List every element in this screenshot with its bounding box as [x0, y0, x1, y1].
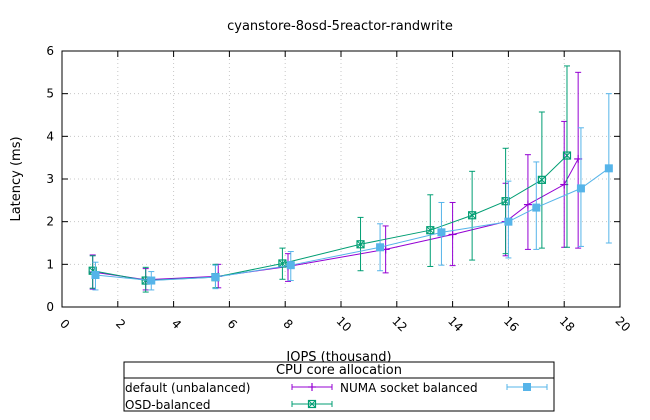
data-point: [376, 243, 385, 252]
x-tick-label: 6: [225, 317, 240, 332]
x-tick-label: 16: [501, 314, 522, 335]
data-point: [437, 228, 446, 237]
data-point: [504, 217, 513, 226]
legend-label: default (unbalanced): [125, 381, 250, 395]
x-tick-label: 8: [280, 317, 295, 332]
x-tick-label: 10: [333, 314, 354, 335]
series-line: [92, 155, 568, 282]
data-point: [562, 151, 572, 160]
x-tick-label: 14: [445, 314, 466, 335]
y-tick-label: 6: [46, 44, 54, 58]
data-point: [448, 230, 457, 239]
data-point: [211, 273, 220, 282]
legend-label: NUMA socket balanced: [340, 381, 478, 395]
legend-label: OSD-balanced: [125, 398, 211, 412]
x-tick-label: 0: [57, 317, 72, 332]
legend-box: [123, 361, 555, 412]
data-point: [426, 226, 435, 235]
series-line: [92, 158, 579, 281]
data-point: [537, 175, 546, 184]
y-tick-label: 1: [46, 257, 54, 271]
legend-title: CPU core allocation: [276, 363, 402, 378]
x-axis-label: IOPS (thousand): [286, 350, 391, 365]
y-tick-label: 2: [46, 215, 54, 229]
data-point: [604, 164, 613, 173]
data-point: [147, 276, 156, 285]
chart-title: cyanstore-8osd-5reactor-randwrite: [227, 19, 453, 34]
legend-marker: [523, 383, 531, 391]
y-tick-label: 5: [46, 87, 54, 101]
y-tick-label: 0: [46, 300, 54, 314]
data-point: [523, 200, 532, 209]
x-tick-label: 4: [169, 317, 184, 332]
series-layer: [88, 65, 613, 293]
data-point: [532, 203, 541, 212]
legend-marker: [307, 399, 317, 409]
series-2: [91, 93, 613, 291]
y-tick-label: 4: [46, 129, 54, 143]
x-tick-label: 2: [113, 317, 128, 332]
x-tick-label: 18: [557, 314, 578, 335]
data-point: [576, 184, 585, 193]
data-point: [356, 240, 365, 249]
legend-entries: default (unbalanced) NUMA socket balanced…: [125, 381, 548, 412]
series-line: [95, 167, 610, 282]
data-point: [468, 211, 477, 220]
grid-lines: [62, 51, 620, 307]
x-tick-label: 20: [612, 314, 633, 335]
data-point: [91, 271, 100, 279]
y-axis-label: Latency (ms): [9, 136, 24, 221]
legend-marker: [308, 383, 316, 391]
y-tick-label: 3: [46, 172, 54, 186]
data-point: [286, 261, 295, 270]
x-tick-label: 12: [389, 314, 410, 335]
legend: CPU core allocation default (unbalanced)…: [123, 361, 555, 412]
